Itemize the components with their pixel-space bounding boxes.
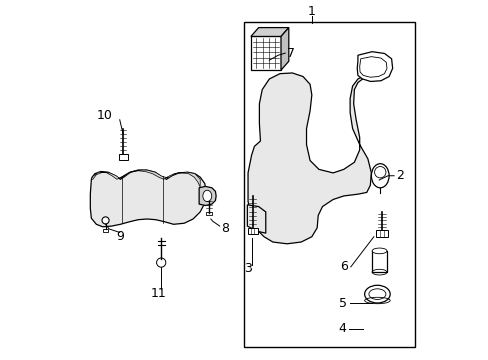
Text: 11: 11 [150,287,166,300]
Polygon shape [91,170,200,187]
Circle shape [102,217,109,224]
Text: 2: 2 [395,169,403,182]
Text: 10: 10 [96,109,112,122]
Bar [375,230,387,238]
Polygon shape [356,52,392,81]
Circle shape [156,258,165,267]
Text: 9: 9 [116,230,123,243]
Polygon shape [199,186,216,206]
Bar [119,154,128,160]
Bar [371,251,386,272]
Polygon shape [281,28,288,70]
Text: 1: 1 [307,5,315,18]
Polygon shape [247,73,370,244]
Text: 3: 3 [244,262,251,275]
Ellipse shape [203,190,211,202]
Text: 4: 4 [338,322,346,336]
Bar [247,228,257,234]
Text: 8: 8 [221,222,229,235]
Bar [102,229,108,233]
Text: 7: 7 [286,46,294,60]
Bar [250,36,281,70]
Ellipse shape [371,248,386,254]
Text: 5: 5 [339,297,346,310]
Ellipse shape [368,289,385,300]
Ellipse shape [364,285,389,303]
Polygon shape [250,28,288,36]
Polygon shape [90,170,206,227]
Polygon shape [247,205,265,233]
Text: 6: 6 [340,260,347,273]
Bar [244,22,414,347]
Ellipse shape [370,164,388,188]
Bar [206,212,211,215]
Circle shape [374,167,385,178]
